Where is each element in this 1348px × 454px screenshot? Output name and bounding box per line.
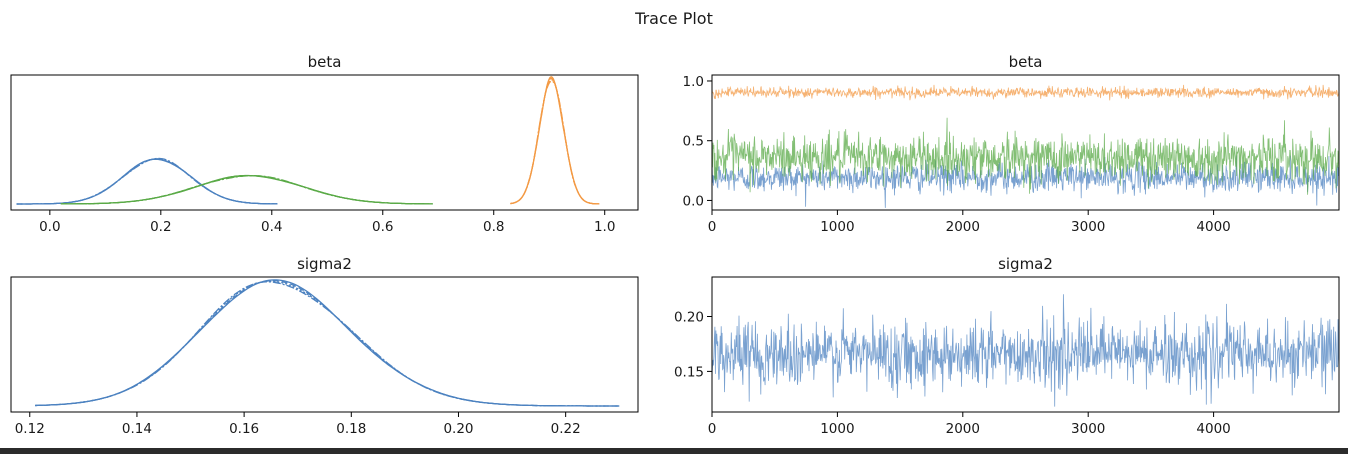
beta-kde-density-curve xyxy=(16,158,278,205)
beta-kde-density-curve xyxy=(16,157,278,205)
beta-kde-xtick-label: 0.4 xyxy=(261,219,282,235)
sigma2-trace-plot-area xyxy=(712,294,1339,407)
sigma2-trace-xtick-label: 3000 xyxy=(1071,421,1105,437)
beta-trace-ytick-label: 1.0 xyxy=(683,74,704,90)
beta-trace-plot-area xyxy=(712,84,1339,208)
sigma2-kde-density-curve xyxy=(35,280,620,407)
sigma2-trace-panel: sigma2 0.15 0.20 0 1000 2000 3000 4000 xyxy=(674,255,1340,437)
sigma2-trace-ytick-label: 0.15 xyxy=(674,364,704,380)
beta-trace-ytick-label: 0.5 xyxy=(683,134,704,150)
beta-trace-xtick-label: 0 xyxy=(708,219,717,235)
sigma2-trace-frame xyxy=(711,276,1340,413)
beta-kde-xtick-label: 1.0 xyxy=(594,219,615,235)
beta-kde-title: beta xyxy=(308,53,342,71)
beta-trace-panel: beta 0.0 0.5 1.0 0 1000 2000 3000 4000 xyxy=(683,53,1340,235)
beta-kde-density-curve xyxy=(510,79,600,205)
sigma2-kde-xtick-label: 0.16 xyxy=(229,421,259,437)
beta-kde-frame xyxy=(10,74,639,211)
beta-kde-density-curve xyxy=(60,175,433,205)
beta-trace-xtick-label: 3000 xyxy=(1071,219,1105,235)
beta-trace-title: beta xyxy=(1009,53,1043,71)
window-bottom-edge xyxy=(0,448,1348,454)
sigma2-trace-xtick-label: 1000 xyxy=(820,421,854,437)
beta-kde-density-curve xyxy=(60,175,433,205)
sigma2-kde-panel: sigma2 0.12 0.14 0.16 0.18 0.20 0.22 xyxy=(10,255,639,437)
sigma2-kde-xtick-label: 0.22 xyxy=(551,421,581,437)
sigma2-kde-xtick-label: 0.14 xyxy=(122,421,152,437)
figure-title: Trace Plot xyxy=(634,9,713,28)
beta-kde-density-curve xyxy=(60,174,433,205)
beta-trace-ytick-label: 0.0 xyxy=(683,193,704,209)
sigma2-kde-frame xyxy=(10,276,639,413)
sigma2-trace-xtick-label: 4000 xyxy=(1196,421,1230,437)
beta-kde-density-curve xyxy=(16,158,278,205)
beta-trace-xtick-label: 2000 xyxy=(946,219,980,235)
beta-kde-density-curve xyxy=(510,76,600,205)
beta-kde-density-curve xyxy=(510,80,600,205)
sigma2-kde-density-curve xyxy=(35,281,620,407)
beta-kde-density-curve xyxy=(16,158,278,205)
sigma2-kde-density-curve xyxy=(35,279,620,407)
sigma2-trace-title: sigma2 xyxy=(998,255,1053,273)
sigma2-trace-xtick-label: 2000 xyxy=(946,421,980,437)
sigma2-kde-title: sigma2 xyxy=(297,255,352,273)
sigma2-trace-ytick-label: 0.20 xyxy=(674,310,704,326)
beta-kde-xtick-label: 0.8 xyxy=(483,219,504,235)
beta-kde-xtick-label: 0.6 xyxy=(372,219,393,235)
beta-trace-trace-line xyxy=(712,155,1339,208)
beta-trace-trace-line xyxy=(712,117,1339,195)
sigma2-kde-density-curve xyxy=(35,280,620,407)
sigma2-trace-xtick-label: 0 xyxy=(708,421,717,437)
beta-kde-xtick-label: 0.0 xyxy=(39,219,60,235)
sigma2-kde-xtick-label: 0.20 xyxy=(443,421,473,437)
beta-trace-xtick-label: 4000 xyxy=(1196,219,1230,235)
beta-kde-panel: beta 0.0 0.2 0.4 0.6 0.8 1.0 xyxy=(10,53,639,235)
beta-trace-xtick-label: 1000 xyxy=(820,219,854,235)
beta-kde-xtick-label: 0.2 xyxy=(150,219,171,235)
sigma2-trace-trace-line xyxy=(712,294,1339,407)
sigma2-kde-xtick-label: 0.18 xyxy=(336,421,366,437)
beta-kde-density-curve xyxy=(60,174,433,205)
beta-kde-plot-area xyxy=(16,76,600,205)
beta-trace-trace-line xyxy=(712,84,1339,101)
beta-trace-frame xyxy=(711,74,1340,211)
sigma2-kde-xtick-label: 0.12 xyxy=(15,421,45,437)
beta-kde-density-curve xyxy=(510,77,600,205)
sigma2-kde-plot-area xyxy=(35,279,620,407)
